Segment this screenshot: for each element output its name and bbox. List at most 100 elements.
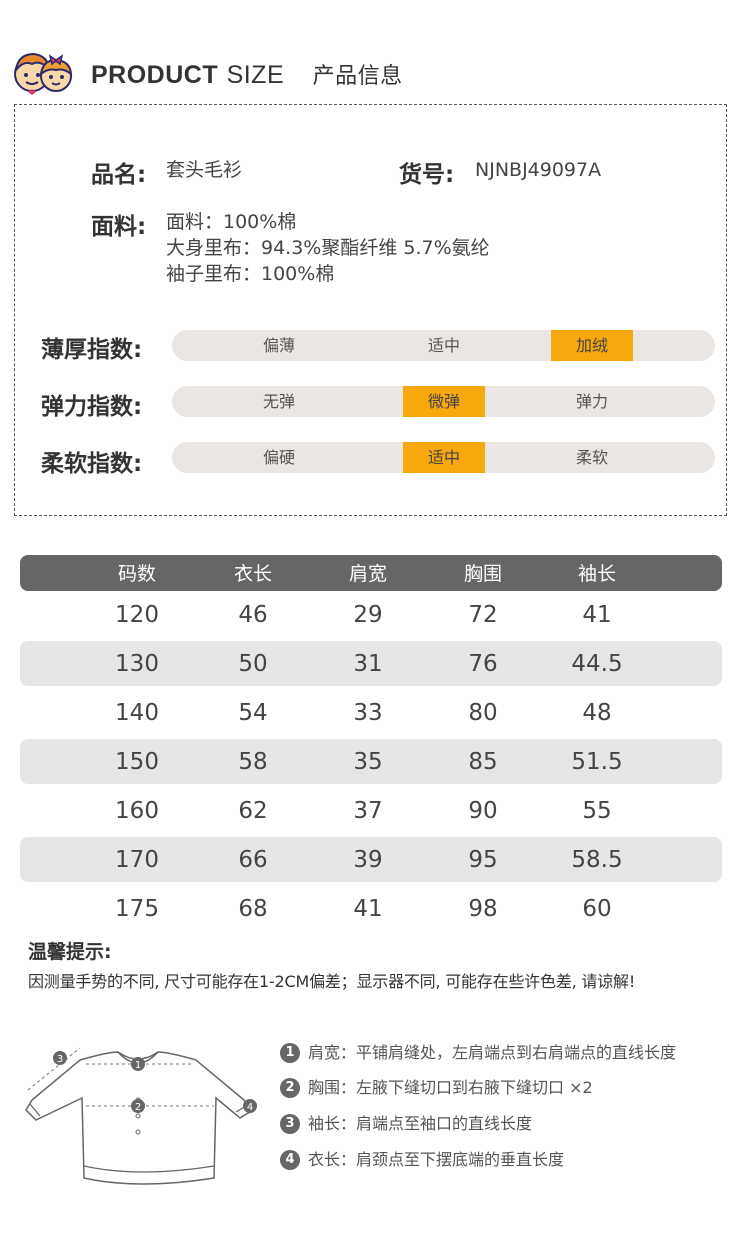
tips-title: 温馨提示: <box>28 941 112 963</box>
index-option: 柔软 <box>575 448 608 467</box>
table-row: 120 46 29 72 41 <box>20 592 722 637</box>
legend-number-icon: 2 <box>280 1078 300 1098</box>
hem-line <box>83 1165 215 1173</box>
table-cell: 140 <box>115 700 159 726</box>
legend-number-icon: 3 <box>280 1114 300 1134</box>
title-bold: PRODUCT <box>91 61 219 89</box>
index-option: 适中 <box>427 336 460 355</box>
table-cell: 90 <box>468 798 498 824</box>
index-option: 偏硬 <box>262 448 295 467</box>
header-cell: 码数 <box>117 563 156 585</box>
table-cell: 150 <box>115 749 159 775</box>
table-cell: 60 <box>582 896 612 922</box>
marker-4-label: 4 <box>247 1102 253 1113</box>
header-cell: 肩宽 <box>348 563 387 585</box>
softness-index-bar: 偏硬 适中 柔软 <box>172 442 715 473</box>
marker-2-icon <box>131 1099 145 1113</box>
fabric-label: 面料: <box>91 214 147 240</box>
table-row: 130 50 31 76 44.5 <box>20 641 722 686</box>
table-cell: 35 <box>353 749 383 775</box>
table-cell: 72 <box>468 602 498 628</box>
legend-number-icon: 1 <box>280 1043 300 1063</box>
name-value: 套头毛衫 <box>166 159 243 181</box>
table-cell: 55 <box>582 798 612 824</box>
size-table-header: 码数 衣长 肩宽 胸围 袖长 <box>20 555 722 591</box>
code-label: 货号: <box>399 162 455 188</box>
table-cell: 62 <box>238 798 268 824</box>
table-cell: 44.5 <box>571 651 623 677</box>
header-cell: 袖长 <box>577 563 616 585</box>
table-row: 170 66 39 95 58.5 <box>20 837 722 882</box>
table-cell: 29 <box>353 602 383 628</box>
fabric-line: 大身里布：94.3%聚酯纤维 5.7%氨纶 <box>166 237 490 259</box>
table-cell: 68 <box>238 896 268 922</box>
title-light: SIZE <box>226 61 285 89</box>
tips-text: 因测量手势的不同, 尺寸可能存在1-2CM偏差；显示器不同, 可能存在些许色差,… <box>28 972 636 991</box>
softness-index-label: 柔软指数: <box>41 451 143 477</box>
thickness-index-bar: 偏薄 适中 加绒 <box>172 330 715 361</box>
fabric-line: 面料：100%棉 <box>166 211 297 233</box>
table-cell: 170 <box>115 847 159 873</box>
code-value: NJNBJ49097A <box>475 159 602 181</box>
table-cell: 76 <box>468 651 498 677</box>
index-option-selected: 微弹 <box>403 386 485 417</box>
sleeve-measure-line <box>27 1047 81 1091</box>
index-option: 弹力 <box>575 392 608 411</box>
table-row: 140 54 33 80 48 <box>20 690 722 735</box>
index-option: 偏薄 <box>262 336 295 355</box>
header-cell: 胸围 <box>463 563 502 585</box>
elasticity-index-bar: 无弹 微弹 弹力 <box>172 386 715 417</box>
table-cell: 160 <box>115 798 159 824</box>
index-option-selected: 适中 <box>403 442 485 473</box>
table-cell: 66 <box>238 847 268 873</box>
marker-4-icon <box>243 1099 257 1113</box>
product-info-box: 品名: 套头毛衫 货号: NJNBJ49097A 面料: 面料：100%棉 大身… <box>14 104 727 516</box>
elasticity-index-label: 弹力指数: <box>41 394 143 420</box>
table-cell: 54 <box>238 700 268 726</box>
legend-text: 肩宽：平铺肩缝处，左肩端点到右肩端点的直线长度 <box>308 1043 677 1062</box>
table-cell: 39 <box>353 847 383 873</box>
legend-text: 袖长：肩端点至袖口的直线长度 <box>308 1114 533 1133</box>
button-icon <box>135 1129 141 1135</box>
table-row: 150 58 35 85 51.5 <box>20 739 722 784</box>
table-cell: 41 <box>582 602 612 628</box>
table-cell: 98 <box>468 896 498 922</box>
page-title: PRODUCT SIZE 产品信息 <box>91 58 403 90</box>
table-cell: 41 <box>353 896 383 922</box>
table-cell: 175 <box>115 896 159 922</box>
legend-text: 衣长：肩颈点至下摆底端的垂直长度 <box>308 1150 565 1169</box>
legend-text: 胸围：左腋下缝切口到右腋下缝切口 ×2 <box>308 1078 593 1097</box>
table-row: 175 68 41 98 60 <box>20 886 722 931</box>
marker-3-icon <box>53 1051 67 1065</box>
left-cuff <box>25 1103 41 1121</box>
marker-1-icon <box>131 1057 145 1071</box>
table-cell: 120 <box>115 602 159 628</box>
sweater-measurement-diagram: 1 2 3 4 <box>25 1047 257 1185</box>
name-label: 品名: <box>91 162 147 188</box>
table-cell: 46 <box>238 602 268 628</box>
table-cell: 80 <box>468 700 498 726</box>
table-cell: 85 <box>468 749 498 775</box>
marker-1-label: 1 <box>135 1060 141 1071</box>
table-cell: 58 <box>238 749 268 775</box>
table-cell: 130 <box>115 651 159 677</box>
table-cell: 58.5 <box>571 847 623 873</box>
index-option-selected: 加绒 <box>551 330 633 361</box>
header-cell: 衣长 <box>233 563 272 585</box>
table-cell: 50 <box>238 651 268 677</box>
thickness-index-label: 薄厚指数: <box>41 337 143 363</box>
marker-3-label: 3 <box>57 1054 63 1065</box>
marker-2-label: 2 <box>135 1102 141 1113</box>
table-cell: 37 <box>353 798 383 824</box>
fabric-line: 袖子里布：100%棉 <box>166 263 335 285</box>
table-cell: 51.5 <box>571 749 623 775</box>
table-cell: 95 <box>468 847 498 873</box>
title-cn: 产品信息 <box>312 64 403 89</box>
table-cell: 33 <box>353 700 383 726</box>
table-cell: 48 <box>582 700 612 726</box>
legend-number-icon: 4 <box>280 1150 300 1170</box>
table-row: 160 62 37 90 55 <box>20 788 722 833</box>
table-cell: 31 <box>353 651 383 677</box>
index-option: 无弹 <box>262 392 295 411</box>
header: PRODUCT SIZE 产品信息 <box>10 48 730 98</box>
